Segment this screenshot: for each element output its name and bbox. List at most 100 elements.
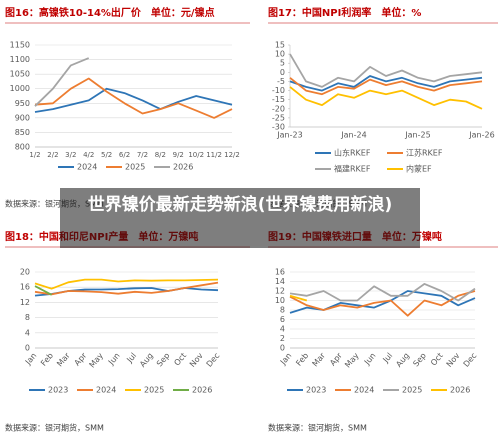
y-tick-label: 6: [280, 315, 285, 324]
y-tick-label: 1100: [10, 55, 30, 64]
overlay-title: 世界镍价最新走势新浪(世界镍费用新浪): [60, 188, 420, 248]
x-tick-label: 10/2: [188, 151, 204, 159]
x-tick-label: Dec: [205, 351, 222, 369]
source-note: 数据来源：银河期货，SMM: [5, 423, 104, 433]
x-tick-label: Jan-23: [276, 131, 302, 140]
y-tick-label: 10: [275, 296, 285, 305]
legend-label: 福建RKEF: [334, 164, 371, 174]
x-tick-label: Aug: [394, 351, 411, 369]
series-line: [34, 281, 219, 296]
series-line: [34, 57, 90, 107]
x-tick-label: Jan: [278, 351, 293, 367]
y-tick-label: 15: [275, 41, 285, 50]
y-tick-label: 2: [280, 334, 285, 343]
chart-title: 图17：中国NPI利润率 单位：%: [268, 6, 421, 19]
legend-label: 2023: [48, 386, 68, 395]
legend-label: 2025: [402, 386, 422, 395]
x-tick-label: Jul: [381, 351, 395, 365]
y-tick-label: 800: [15, 143, 30, 152]
legend-label: 2025: [144, 386, 164, 395]
x-tick-label: Oct: [172, 351, 188, 367]
y-tick-label: 12: [20, 298, 30, 307]
legend-label: 2026: [173, 163, 193, 172]
y-tick-label: 5: [280, 59, 285, 68]
x-tick-label: May: [343, 351, 361, 370]
x-tick-label: 1/2: [29, 151, 40, 159]
x-tick-label: Apr: [73, 351, 89, 368]
x-tick-label: Feb: [294, 351, 310, 368]
y-tick-label: 0: [280, 68, 285, 77]
y-tick-label: -15: [272, 95, 285, 104]
series-line: [34, 87, 233, 113]
series-line: [34, 77, 233, 119]
x-tick-label: Feb: [39, 351, 55, 368]
x-tick-label: Mar: [310, 351, 327, 369]
y-tick-label: 8: [280, 306, 285, 315]
y-tick-label: 900: [15, 113, 30, 122]
y-tick-label: 20: [20, 268, 30, 277]
legend-label: 2026: [450, 386, 470, 395]
series-line: [289, 294, 308, 302]
y-tick-label: 16: [275, 268, 285, 277]
x-tick-label: Sep: [155, 351, 172, 368]
x-tick-label: 11/2: [206, 151, 222, 159]
x-tick-label: May: [87, 351, 105, 370]
x-tick-label: Nov: [188, 351, 205, 369]
x-tick-label: Jan-26: [468, 131, 494, 140]
x-tick-label: Jun: [106, 351, 122, 367]
chart-title: 图16：高镍铁10-14%出厂价 单位：元/镍点: [5, 6, 215, 19]
x-tick-label: Jan-25: [404, 131, 430, 140]
legend-label: 2023: [306, 386, 326, 395]
y-tick-label: 4: [25, 328, 30, 337]
legend-label: 2025: [125, 163, 145, 172]
legend-label: 2024: [96, 386, 116, 395]
y-tick-label: 950: [15, 99, 30, 108]
x-tick-label: Sep: [411, 351, 428, 368]
x-tick-label: 3/2: [65, 151, 76, 159]
y-tick-label: -20: [272, 104, 285, 113]
y-tick-label: 10: [275, 50, 285, 59]
source-note: 数据来源：银河期货，SMM: [5, 199, 104, 209]
x-tick-label: 7/2: [137, 151, 148, 159]
series-line: [289, 53, 483, 88]
series-line: [289, 283, 476, 302]
y-tick-label: 8: [25, 313, 30, 322]
x-tick-label: 6/2: [119, 151, 130, 159]
y-tick-label: 1050: [10, 70, 30, 79]
source-note: 数据来源：银河期货，SMM: [268, 423, 367, 433]
legend-label: 江苏RKEF: [406, 148, 443, 158]
y-tick-label: -30: [272, 123, 285, 132]
series-line: [289, 75, 483, 92]
series-line: [34, 278, 219, 290]
y-tick-label: -5: [277, 77, 285, 86]
y-tick-label: -25: [272, 113, 285, 122]
x-tick-label: Mar: [55, 351, 72, 369]
y-tick-label: 1150: [10, 41, 30, 50]
legend-label: 2024: [354, 386, 374, 395]
x-tick-label: Apr: [328, 351, 344, 368]
y-tick-label: -10: [272, 86, 285, 95]
series-line: [34, 285, 53, 296]
x-tick-label: Oct: [429, 351, 445, 367]
x-tick-label: Jun: [362, 351, 378, 367]
y-tick-label: 0: [25, 344, 30, 353]
y-tick-label: 12: [275, 287, 285, 296]
series-line: [289, 86, 483, 110]
series-line: [289, 290, 476, 317]
x-tick-label: 12/2: [224, 151, 240, 159]
legend-label: 内蒙EF: [406, 164, 432, 174]
y-tick-label: 16: [20, 283, 30, 292]
x-tick-label: Jul: [125, 351, 139, 365]
x-tick-label: 5/2: [101, 151, 112, 159]
x-tick-label: 4/2: [83, 151, 94, 159]
y-tick-label: 4: [280, 325, 285, 334]
series-line: [289, 77, 483, 96]
x-tick-label: 9/2: [173, 151, 184, 159]
x-tick-label: Dec: [462, 351, 479, 369]
x-tick-label: 2/2: [47, 151, 58, 159]
y-tick-label: 14: [275, 277, 285, 286]
legend-label: 山东RKEF: [334, 148, 371, 158]
y-tick-label: 0: [280, 344, 285, 353]
x-tick-label: Jan-24: [340, 131, 366, 140]
